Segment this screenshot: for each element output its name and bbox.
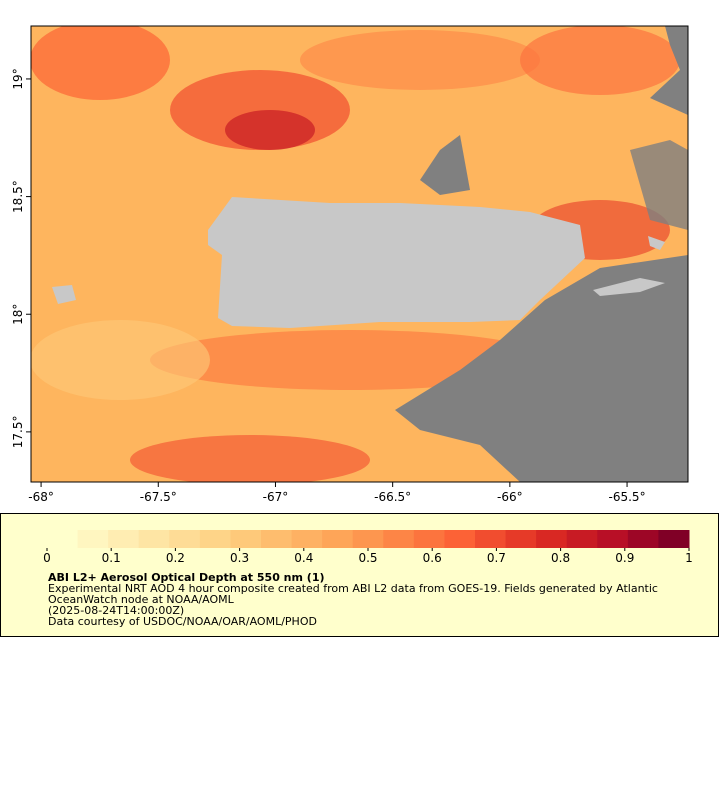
x-tick-label: -65.5°	[609, 490, 646, 504]
x-tick-label: -67.5°	[140, 490, 177, 504]
colorbar-swatch	[291, 530, 323, 548]
colorbar-swatch	[413, 530, 445, 548]
x-tick-label: -66°	[497, 490, 523, 504]
colorbar-tick-label: 0.3	[230, 551, 249, 565]
caption-line: Experimental NRT AOD 4 hour composite cr…	[48, 582, 658, 595]
colorbar-swatch	[536, 530, 568, 548]
colorbar-swatch	[77, 530, 109, 548]
colorbar-tick-label: 0.8	[551, 551, 570, 565]
colorbar-swatch	[597, 530, 629, 548]
colorbar-tick-label: 0.9	[615, 551, 634, 565]
colorbar-swatch	[444, 530, 476, 548]
map-image	[31, 26, 688, 482]
caption-line: (2025-08-24T14:00:00Z)	[48, 604, 184, 617]
x-tick-label: -66.5°	[374, 490, 411, 504]
colorbar-tick-label: 0	[43, 551, 51, 565]
colorbar-swatch	[383, 530, 415, 548]
colorbar-swatch	[199, 530, 231, 548]
colorbar-swatch	[261, 530, 293, 548]
y-tick-label: 18.5°	[11, 180, 25, 213]
colorbar-tick-label: 0.7	[487, 551, 506, 565]
colorbar-swatch	[230, 530, 262, 548]
colorbar-swatch	[658, 530, 690, 548]
map-frame	[30, 25, 689, 483]
colorbar-swatch	[627, 530, 659, 548]
colorbar-swatch	[322, 530, 354, 548]
caption-line: Data courtesy of USDOC/NOAA/OAR/AOML/PHO…	[48, 615, 317, 628]
caption-title: ABI L2+ Aerosol Optical Depth at 550 nm …	[48, 571, 325, 584]
colorbar-tick-label: 0.6	[423, 551, 442, 565]
colorbar-swatch	[475, 530, 507, 548]
colorbar-tick-label: 0.5	[358, 551, 377, 565]
colorbar-swatch	[47, 530, 79, 548]
colorbar-tick-label: 1	[685, 551, 693, 565]
y-tick-label: 19°	[11, 68, 25, 89]
x-tick-label: -68°	[28, 490, 54, 504]
colorbar-swatch	[566, 530, 598, 548]
colorbar-tick-label: 0.4	[294, 551, 313, 565]
colorbar-swatch	[505, 530, 537, 548]
y-tick-label: 17.5°	[11, 416, 25, 449]
caption-line: OceanWatch node at NOAA/AOML	[48, 593, 235, 606]
y-tick-label: 18°	[11, 304, 25, 325]
colorbar-tick-label: 0.1	[102, 551, 121, 565]
colorbar-swatch	[169, 530, 201, 548]
colorbar-swatch	[108, 530, 140, 548]
colorbar-swatch	[138, 530, 170, 548]
colorbar-tick-label: 0.2	[166, 551, 185, 565]
x-tick-label: -67°	[263, 490, 289, 504]
colorbar-swatch	[352, 530, 384, 548]
